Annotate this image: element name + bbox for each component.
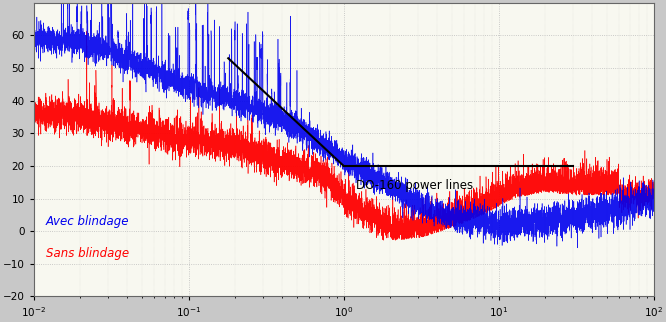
Text: DO-160 power lines: DO-160 power lines xyxy=(356,179,473,192)
Text: Avec blindage: Avec blindage xyxy=(46,215,129,228)
Text: Sans blindage: Sans blindage xyxy=(46,247,129,260)
